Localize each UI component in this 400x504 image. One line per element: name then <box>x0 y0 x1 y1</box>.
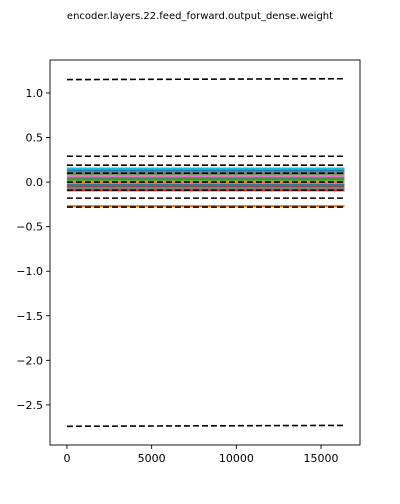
x-tick-label-2: 10000 <box>219 452 254 465</box>
x-tick-label-3: 15000 <box>304 452 339 465</box>
plot-area <box>66 77 345 428</box>
y-tick-label-4: −1.0 <box>16 265 43 278</box>
dashed-series-line-0 <box>66 77 345 81</box>
y-tick-label-1: 0.5 <box>26 132 44 145</box>
axes-frame <box>49 59 361 446</box>
y-tick-label-5: −1.5 <box>16 310 43 323</box>
y-tick-label-2: 0.0 <box>26 176 44 189</box>
y-tick-label-6: −2.0 <box>16 354 43 367</box>
y-tick-label-3: −0.5 <box>16 221 43 234</box>
y-tick-label-0: 1.0 <box>26 87 44 100</box>
chart-title: encoder.layers.22.feed_forward.output_de… <box>67 11 333 22</box>
dashed-series-line-8 <box>66 424 345 428</box>
axes: 0 5000 10000 15000 1.0 0.5 0.0 −0.5 −1.0 −1.5 −2.0… <box>16 59 361 465</box>
x-tick-label-0: 0 <box>63 452 70 465</box>
x-tick-label-1: 5000 <box>138 452 166 465</box>
y-tick-label-7: −2.5 <box>16 399 43 412</box>
